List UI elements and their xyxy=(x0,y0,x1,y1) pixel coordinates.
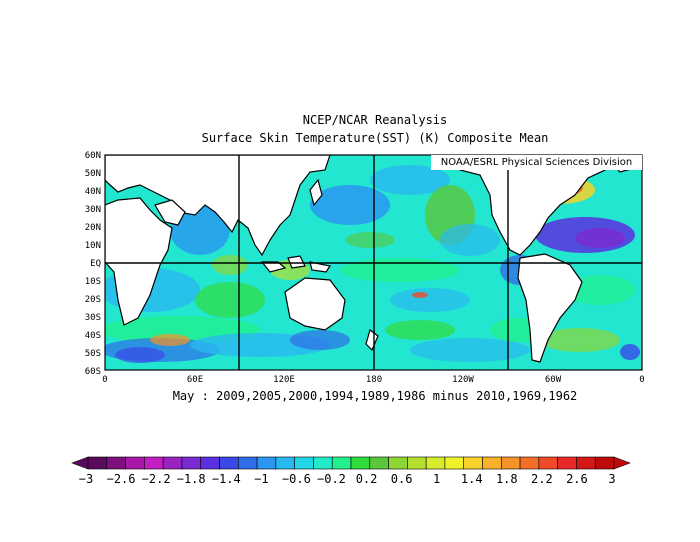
colorbar-swatch xyxy=(538,456,558,470)
chart-title: NCEP/NCAR Reanalysis xyxy=(302,113,448,127)
latitude-labels: 60N 50N 40N 30N 20N 10N EQ 10S 20S 30S 4… xyxy=(85,151,101,377)
colorbar-swatch xyxy=(162,456,183,470)
colorbar-swatch xyxy=(482,456,502,470)
lat-label: 20S xyxy=(85,295,101,305)
colorbar-tick-label: 0.6 xyxy=(391,472,413,486)
land-masses xyxy=(105,155,641,363)
lat-label: 20N xyxy=(85,223,101,233)
colorbar-tick-label: 3 xyxy=(608,472,615,486)
colorbar-swatch xyxy=(463,456,483,470)
colorbar-swatch xyxy=(519,456,540,470)
lon-label: 180 xyxy=(366,375,382,385)
colorbar-swatch xyxy=(275,456,295,470)
colorbar-tick-label: 1.8 xyxy=(496,472,518,486)
lat-label: 40S xyxy=(85,331,101,341)
colorbar-tick-label: 1 xyxy=(433,472,440,486)
colorbar-tick-label: −1.8 xyxy=(177,472,206,486)
map-grid xyxy=(104,154,643,371)
lon-label: 60E xyxy=(187,375,203,385)
lat-label: 10S xyxy=(85,277,101,287)
colorbar-swatch xyxy=(87,456,108,470)
colorbar-swatch xyxy=(444,456,465,470)
lon-label: 120E xyxy=(273,375,295,385)
colorbar-swatch xyxy=(425,456,446,470)
colorbar-tick-label: 1.4 xyxy=(461,472,483,486)
lat-label: 40N xyxy=(85,187,101,197)
colorbar-swatch xyxy=(407,456,427,470)
lat-label: 30N xyxy=(85,205,101,215)
lon-label: 0 xyxy=(639,375,644,385)
lon-label: 60W xyxy=(545,375,562,385)
colorbar-swatch xyxy=(200,456,220,470)
lat-label: 30S xyxy=(85,313,101,323)
colorbar-tick-label: −2.2 xyxy=(142,472,171,486)
colorbar-swatch xyxy=(125,456,145,470)
colorbar-swatch xyxy=(144,456,164,470)
colorbar-tick-label: −0.6 xyxy=(282,472,311,486)
longitude-labels: 0 60E 120E 180 120W 60W 0 xyxy=(102,375,644,385)
lon-label: 0 xyxy=(102,375,107,385)
colorbar-swatch xyxy=(313,456,333,470)
colorbar-swatch xyxy=(500,456,521,470)
colorbar-swatch xyxy=(219,456,239,470)
colorbar-max-arrow xyxy=(613,456,631,470)
colorbar-swatch xyxy=(256,456,277,470)
colorbar-swatches xyxy=(71,456,631,470)
colorbar-tick-label: −0.2 xyxy=(317,472,346,486)
colorbar-min-arrow xyxy=(71,456,89,470)
colorbar-swatch xyxy=(106,456,126,470)
colorbar-swatch xyxy=(594,456,615,470)
lat-label: 60N xyxy=(85,151,101,161)
lon-label: 120W xyxy=(452,375,474,385)
colorbar-swatch xyxy=(181,456,202,470)
colorbar-tick-label: 2.6 xyxy=(566,472,588,486)
credit-box: NOAA/ESRL Physical Sciences Division xyxy=(431,155,642,170)
colorbar-tick-label: −2.6 xyxy=(107,472,136,486)
colorbar-tick-label: −1.4 xyxy=(212,472,241,486)
colorbar-labels: −3 −2.6 −2.2 −1.8 −1.4 −1 −0.6 −0.2 0.2 0.6 1 1.4 1.… xyxy=(79,472,616,486)
colorbar-swatch xyxy=(331,456,352,470)
colorbar-tick-label: 2.2 xyxy=(531,472,553,486)
colorbar-swatch xyxy=(294,456,314,470)
lat-label: 50S xyxy=(85,349,101,359)
lat-label: EQ xyxy=(90,259,101,269)
colorbar-tick-label: −3 xyxy=(79,472,93,486)
lat-label: 60S xyxy=(85,367,101,377)
colorbar-swatch xyxy=(388,456,408,470)
colorbar-swatch xyxy=(576,456,596,470)
lat-label: 50N xyxy=(85,169,101,179)
chart-subtitle: Surface Skin Temperature(SST) (K) Compos… xyxy=(201,131,549,145)
colorbar-tick-label: 0.2 xyxy=(356,472,378,486)
composite-caption: May : 2009,2005,2000,1994,1989,1986 minu… xyxy=(172,389,578,403)
colorbar-swatch xyxy=(369,456,389,470)
colorbar-tick-label: −1 xyxy=(254,472,268,486)
colorbar-swatch xyxy=(557,456,577,470)
colorbar-swatch xyxy=(237,456,258,470)
lat-label: 10N xyxy=(85,241,101,251)
colorbar-swatch xyxy=(350,456,371,470)
